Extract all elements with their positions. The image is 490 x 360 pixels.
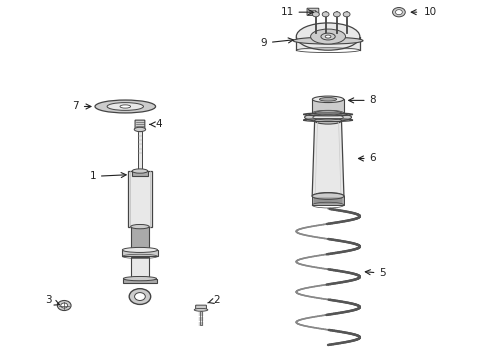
Bar: [131, 257, 149, 280]
Ellipse shape: [313, 96, 343, 103]
Ellipse shape: [313, 114, 343, 120]
Circle shape: [333, 12, 340, 17]
Text: 4: 4: [150, 120, 162, 129]
Ellipse shape: [123, 276, 157, 281]
Bar: [131, 226, 149, 252]
Bar: [128, 171, 152, 226]
Bar: [122, 250, 158, 256]
Ellipse shape: [315, 111, 342, 115]
Ellipse shape: [122, 247, 158, 252]
Ellipse shape: [194, 309, 208, 311]
Circle shape: [343, 12, 350, 17]
FancyBboxPatch shape: [135, 120, 145, 129]
Ellipse shape: [95, 100, 156, 113]
FancyBboxPatch shape: [307, 8, 319, 15]
Text: 1: 1: [89, 171, 126, 181]
Ellipse shape: [312, 193, 344, 199]
Ellipse shape: [293, 37, 363, 44]
Bar: [199, 311, 202, 325]
Bar: [138, 128, 142, 171]
Ellipse shape: [312, 193, 344, 200]
Ellipse shape: [107, 103, 144, 111]
Circle shape: [61, 303, 68, 308]
Ellipse shape: [315, 118, 342, 124]
Text: 5: 5: [366, 268, 386, 278]
Circle shape: [322, 12, 329, 17]
Circle shape: [313, 12, 319, 17]
Ellipse shape: [131, 225, 149, 229]
Bar: [315, 113, 342, 118]
Text: 2: 2: [208, 295, 220, 305]
FancyBboxPatch shape: [310, 10, 316, 14]
Ellipse shape: [311, 29, 345, 44]
Circle shape: [129, 289, 151, 305]
Bar: [312, 196, 344, 205]
Text: 3: 3: [46, 295, 59, 305]
Text: 10: 10: [423, 7, 437, 17]
Ellipse shape: [296, 23, 360, 50]
Circle shape: [135, 293, 146, 301]
Circle shape: [395, 10, 402, 15]
Bar: [313, 99, 343, 113]
Text: 11: 11: [281, 7, 294, 17]
Ellipse shape: [120, 105, 131, 108]
Circle shape: [392, 8, 405, 17]
Ellipse shape: [305, 113, 351, 122]
FancyBboxPatch shape: [196, 305, 206, 310]
Ellipse shape: [321, 33, 335, 40]
Polygon shape: [312, 121, 344, 196]
Ellipse shape: [132, 169, 148, 173]
Ellipse shape: [325, 35, 331, 38]
Text: 8: 8: [349, 95, 376, 105]
Bar: [132, 171, 148, 176]
Bar: [123, 279, 157, 283]
Text: 6: 6: [359, 153, 376, 163]
Ellipse shape: [134, 127, 146, 132]
Text: 9: 9: [260, 38, 294, 48]
Circle shape: [57, 301, 71, 311]
Ellipse shape: [319, 98, 337, 101]
Bar: [296, 37, 360, 50]
Text: 7: 7: [72, 102, 91, 112]
